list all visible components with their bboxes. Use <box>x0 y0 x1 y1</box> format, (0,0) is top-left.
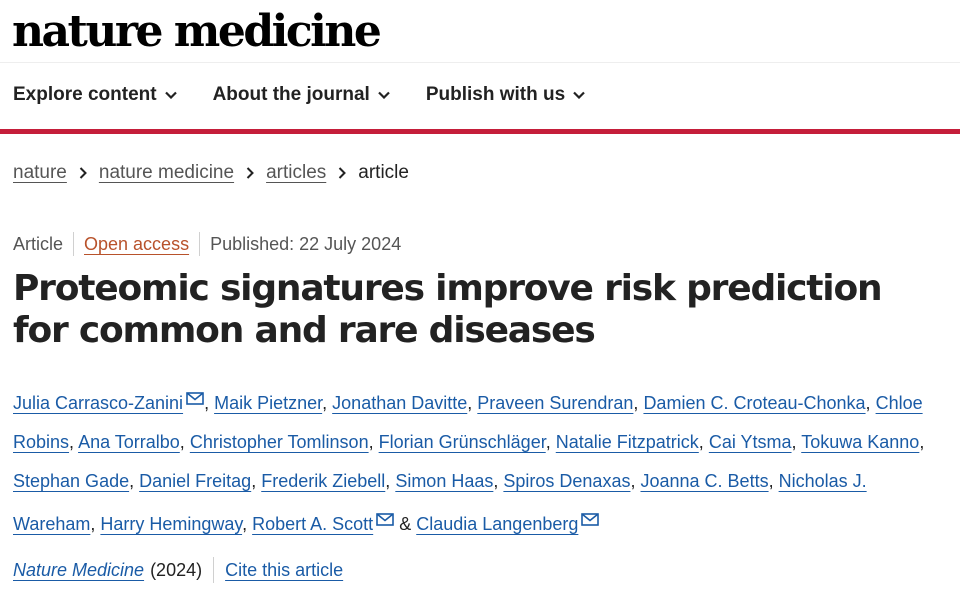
author-link[interactable]: Robert A. Scott <box>252 514 374 534</box>
author-link[interactable]: Natalie Fitzpatrick <box>555 432 699 452</box>
author-separator: , <box>919 432 925 452</box>
author-link[interactable]: Joanna C. Betts <box>640 471 769 491</box>
author-separator: , <box>242 514 248 534</box>
author-link[interactable]: Nicholas J. Wareham <box>13 471 867 534</box>
author-link[interactable]: Maik Pietzner <box>214 393 323 413</box>
publication-year: (2024) <box>150 559 203 580</box>
author-link[interactable]: Stephan Gade <box>13 471 130 491</box>
chevron-down-icon <box>164 91 177 99</box>
author-separator: , <box>768 471 774 491</box>
author-separator: , <box>791 432 797 452</box>
author-separator: , <box>90 514 96 534</box>
open-access-link[interactable]: Open access <box>84 233 190 254</box>
author-link[interactable]: Daniel Freitag <box>139 471 252 491</box>
nav-publish-with-us[interactable]: Publish with us <box>426 84 585 106</box>
author-separator: , <box>251 471 257 491</box>
author-link[interactable]: Spiros Denaxas <box>503 471 631 491</box>
citation-divider <box>213 557 215 583</box>
site-logo[interactable]: nature medicine <box>12 6 382 57</box>
author-link[interactable]: Praveen Surendran <box>477 393 634 413</box>
nav-label: Explore content <box>13 84 157 105</box>
author-ampersand: & <box>399 514 412 534</box>
chevron-down-icon <box>378 91 390 99</box>
email-icon[interactable] <box>376 501 394 540</box>
author-separator: , <box>545 432 551 452</box>
nav-label: About the journal <box>212 84 370 105</box>
email-icon[interactable] <box>581 501 600 540</box>
published-date: Published: 22 July 2024 <box>210 233 402 254</box>
author-separator: , <box>865 393 871 413</box>
author-link[interactable]: Christopher Tomlinson <box>189 432 369 452</box>
article-title: Proteomic signatures improve risk predic… <box>13 268 883 351</box>
author-link[interactable]: Damien C. Croteau-Chonka <box>643 393 866 413</box>
nav-explore-content[interactable]: Explore content <box>13 84 177 106</box>
nav-label: Publish with us <box>425 84 566 105</box>
author-separator: , <box>630 471 636 491</box>
breadcrumb-nature-medicine[interactable]: nature medicine <box>98 162 235 183</box>
author-link[interactable]: Julia Carrasco-Zanini <box>13 393 184 413</box>
author-link[interactable]: Harry Hemingway <box>100 514 243 534</box>
author-link[interactable]: Chloe Robins <box>13 393 923 452</box>
nav-accent-bar <box>0 129 960 134</box>
main-nav: Explore content About the journal Publis… <box>13 84 621 106</box>
author-separator: , <box>204 393 210 413</box>
author-link[interactable]: Tokuwa Kanno <box>801 432 920 452</box>
author-separator: , <box>493 471 499 491</box>
author-link[interactable]: Simon Haas <box>395 471 494 491</box>
email-icon[interactable] <box>186 380 204 419</box>
article-type: Article <box>13 233 64 254</box>
nav-about-journal[interactable]: About the journal <box>213 84 390 106</box>
chevron-right-icon <box>338 167 347 179</box>
author-separator: , <box>385 471 391 491</box>
author-separator: , <box>69 432 75 452</box>
breadcrumb: nature nature medicine articles article <box>13 162 409 184</box>
author-list: Julia Carrasco-Zanini, Maik Pietzner, Jo… <box>13 380 948 544</box>
breadcrumb-nature[interactable]: nature <box>13 162 67 183</box>
chevron-down-icon <box>573 91 585 99</box>
author-separator: , <box>322 393 328 413</box>
author-separator: , <box>467 393 473 413</box>
meta-divider <box>73 232 75 256</box>
chevron-right-icon <box>246 167 254 179</box>
author-link[interactable]: Florian Grünschläger <box>378 432 546 452</box>
author-link[interactable]: Claudia Langenberg <box>416 514 579 534</box>
meta-divider <box>199 232 201 256</box>
author-separator: , <box>179 432 185 452</box>
chevron-right-icon <box>79 167 87 179</box>
breadcrumb-articles[interactable]: articles <box>266 162 327 183</box>
author-link[interactable]: Ana Torralbo <box>78 432 180 452</box>
author-separator: , <box>129 471 135 491</box>
author-separator: , <box>698 432 704 452</box>
author-link[interactable]: Jonathan Davitte <box>332 393 468 413</box>
cite-this-article-link[interactable]: Cite this article <box>225 559 344 580</box>
journal-name-link[interactable]: Nature Medicine <box>13 559 145 580</box>
author-link[interactable]: Frederik Ziebell <box>261 471 386 491</box>
breadcrumb-current: article <box>358 162 409 183</box>
author-separator: , <box>633 393 639 413</box>
article-meta: Article Open access Published: 22 July 2… <box>13 232 401 256</box>
author-link[interactable]: Cai Ytsma <box>708 432 792 452</box>
header-divider <box>0 62 960 63</box>
author-separator: , <box>368 432 374 452</box>
citation-row: Nature Medicine (2024) Cite this article <box>13 557 343 583</box>
